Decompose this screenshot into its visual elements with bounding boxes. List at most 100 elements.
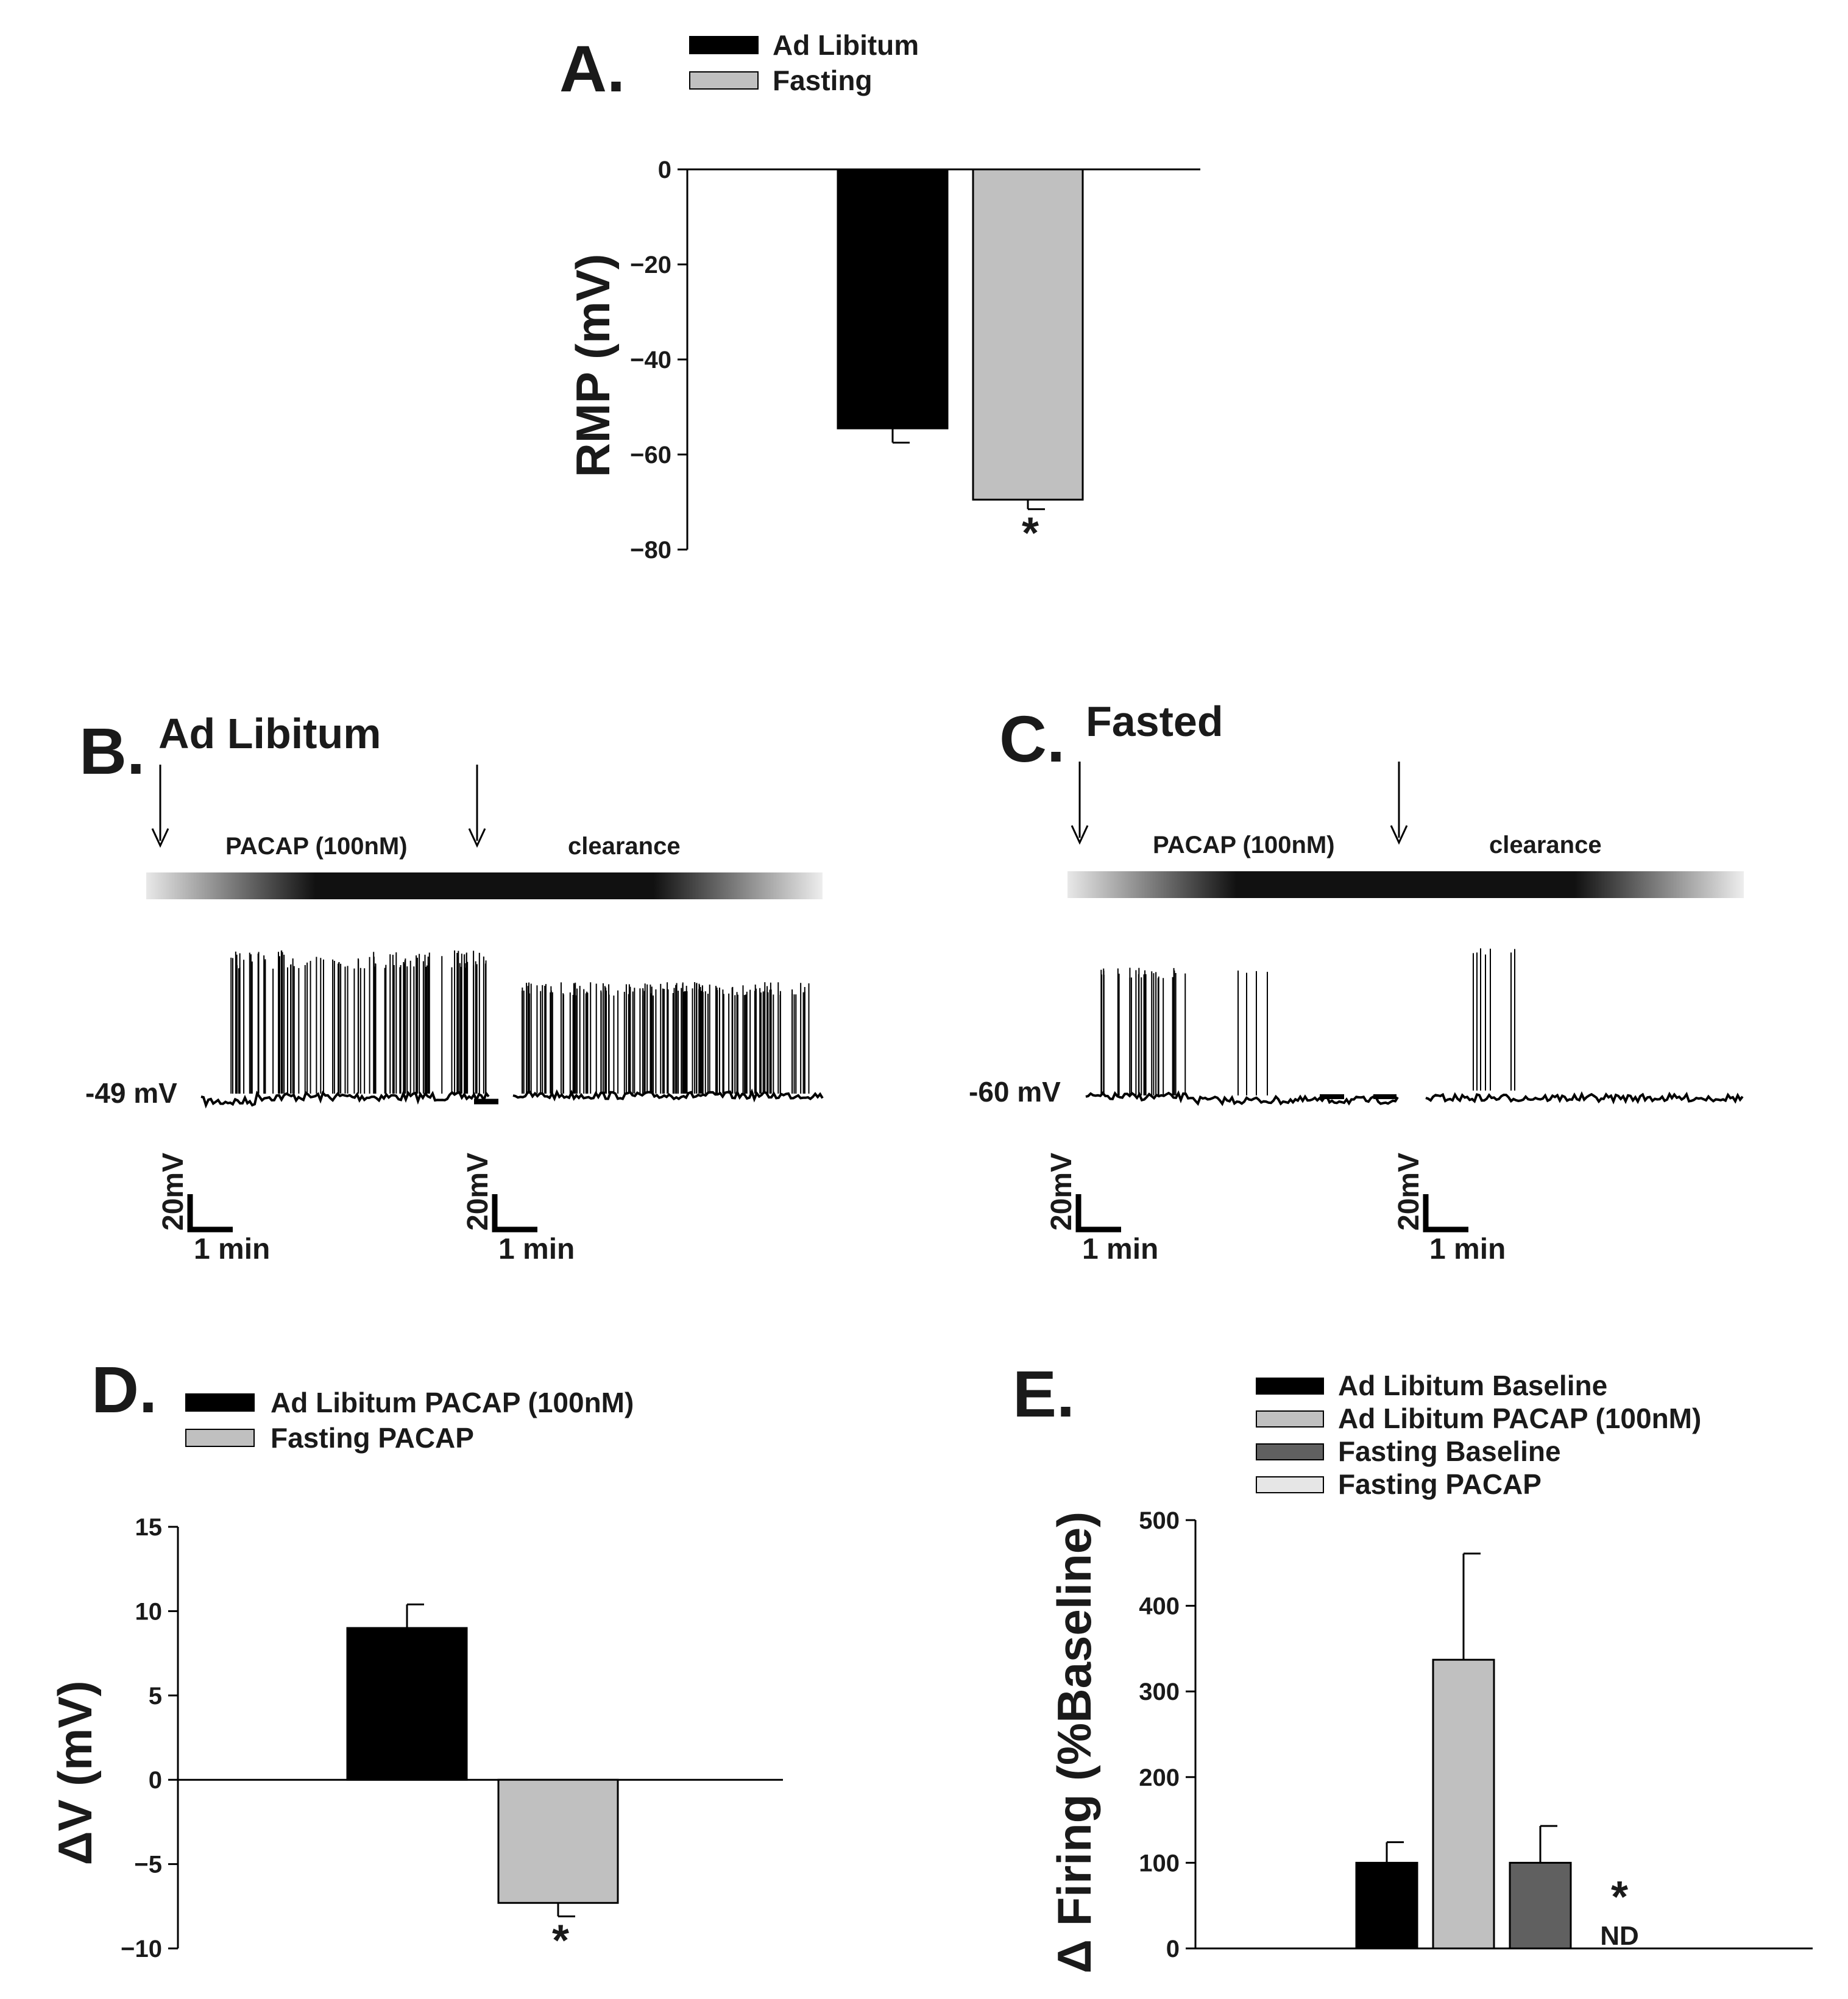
panel-b-spikes-2: [521, 982, 810, 1094]
panel-b-title: Ad Libitum: [158, 710, 381, 757]
legend-swatch-fasting: [689, 71, 759, 90]
panel-b-scale-2-voltage: 20mV: [462, 1153, 494, 1231]
panel-d-y-axis-label: ΔV (mV): [48, 1680, 102, 1865]
bar-fasting: [972, 168, 1084, 501]
legend-swatch-ad-libitum-pacap: [185, 1393, 255, 1412]
panel-c: C. Fasted PACAP (100nM) clearance -60 mV…: [969, 698, 1744, 1265]
panel-b-perfusion-bar: [146, 872, 823, 899]
not-detected-label: ND: [1600, 1921, 1639, 1951]
panel-d-plot: 15 10 5 0 −5 −10 *: [121, 1514, 783, 1965]
panel-b-label: B.: [79, 714, 145, 788]
panel-c-scale-2-voltage: 20mV: [1393, 1153, 1425, 1231]
panel-a-y-axis-label: RMP (mV): [566, 254, 620, 478]
panel-c-scale-1-time: 1 min: [1082, 1233, 1158, 1265]
panel-a-label: A.: [559, 32, 625, 105]
significance-star-fasting-pacap: *: [552, 1916, 569, 1965]
legend-swatch-fasting-pacap: [185, 1429, 255, 1447]
panel-e-y-axis-label: Δ Firing (%Baseline): [1047, 1512, 1101, 1973]
panel-e-legend: Ad Libitum Baseline Ad Libitum PACAP (10…: [1256, 1370, 1701, 1500]
panel-b-drug-label: PACAP (100nM): [225, 833, 408, 860]
bar-fasting-pacap: [497, 1778, 619, 1904]
legend-label-fasting-baseline: Fasting Baseline: [1338, 1435, 1561, 1467]
panel-a-legend: Ad Libitum Fasting: [689, 29, 919, 96]
panel-b-spikes-1: [230, 950, 487, 1094]
bar-ad-libitum-pacap-100nm: [1432, 1658, 1495, 1950]
panel-d: D. Ad Libitum PACAP (100nM) Fasting PACA…: [48, 1353, 783, 1965]
plot-d-tick-label: 5: [149, 1683, 162, 1710]
plot-d-tick-label: 15: [135, 1514, 163, 1541]
panel-b: B. Ad Libitum PACAP (100nM) clearance -4…: [79, 710, 824, 1265]
plot-e-tick-label: 0: [1166, 1936, 1180, 1962]
panel-b-trace-2: [512, 1088, 824, 1103]
panel-c-perfusion-bar: [1067, 871, 1744, 898]
panel-b-scale-bar-2: 20mV 1 min: [462, 1153, 575, 1265]
legend-label-fasting-pacap: Fasting PACAP: [271, 1422, 474, 1454]
panel-b-trace-1: [200, 1090, 490, 1109]
panel-c-title: Fasted: [1086, 698, 1223, 745]
plot-a-tick-label: −40: [630, 347, 671, 373]
panel-b-scale-1-time: 1 min: [194, 1233, 270, 1265]
legend-swatch-ad-libitum-baseline: [1256, 1378, 1324, 1395]
plot-e-tick-label: 300: [1139, 1679, 1180, 1705]
plot-a-tick-label: 0: [658, 157, 671, 183]
panel-c-scale-bar-1: 20mV 1 min: [1046, 1153, 1158, 1265]
plot-e-tick-label: 400: [1139, 1593, 1180, 1620]
plot-e-tick-label: 200: [1139, 1764, 1180, 1791]
bar-ad-libitum-baseline: [1355, 1861, 1418, 1950]
legend-label-fasting-pacap: Fasting PACAP: [1338, 1468, 1542, 1500]
panel-a-plot: 0 −20 −40 −60 −80 *: [630, 157, 1200, 564]
panel-c-trace: [1085, 948, 1744, 1106]
panel-b-arrow-start: [151, 765, 169, 848]
legend-label-fasting: Fasting: [773, 65, 873, 96]
panel-b-arrow-washout: [468, 765, 486, 848]
panel-b-scale-2-time: 1 min: [498, 1233, 575, 1265]
panel-b-scale-1-voltage: 20mV: [157, 1153, 189, 1231]
bar-fasting-baseline: [1509, 1861, 1572, 1950]
plot-d-tick-label: −5: [134, 1852, 162, 1878]
panel-e-label: E.: [1013, 1357, 1075, 1431]
panel-b-scale-bar-1: 20mV 1 min: [157, 1153, 270, 1265]
panel-c-baseline-label: -60 mV: [969, 1076, 1061, 1108]
panel-c-trace-1: [1085, 1090, 1399, 1106]
panel-c-arrow-washout: [1390, 762, 1408, 845]
panel-c-scale-bar-2: 20mV 1 min: [1393, 1153, 1506, 1265]
legend-swatch-ad-libitum: [689, 36, 759, 54]
panel-c-spikes-2: [1473, 948, 1515, 1091]
legend-label-ad-libitum-pacap: Ad Libitum PACAP (100nM): [271, 1387, 634, 1418]
panel-e: E. Ad Libitum Baseline Ad Libitum PACAP …: [1013, 1357, 1813, 1973]
panel-c-scale-1-voltage: 20mV: [1046, 1153, 1078, 1231]
panel-b-clearance-label: clearance: [568, 833, 681, 860]
bar-ad-libitum-pacap-100nm: [346, 1627, 468, 1781]
panel-b-baseline-label: -49 mV: [85, 1077, 177, 1109]
panel-c-arrow-start: [1071, 762, 1089, 845]
plot-d-tick-label: 0: [149, 1767, 162, 1794]
legend-swatch-fasting-baseline: [1256, 1443, 1324, 1460]
panel-e-plot: 500 400 300 200 100 0 *ND: [1139, 1507, 1813, 1962]
panel-c-drug-label: PACAP (100nM): [1153, 832, 1335, 858]
bar-ad-libitum: [837, 168, 949, 430]
significance-star-fasting: *: [1022, 509, 1039, 558]
panel-c-label: C.: [999, 702, 1065, 776]
panel-d-label: D.: [91, 1353, 157, 1426]
plot-e-tick-label: 500: [1139, 1507, 1180, 1534]
panel-d-legend: Ad Libitum PACAP (100nM) Fasting PACAP: [185, 1387, 634, 1454]
plot-e-tick-label: 100: [1139, 1850, 1180, 1877]
panel-b-trace: [200, 950, 824, 1109]
plot-a-tick-label: −20: [630, 252, 671, 278]
panel-c-clearance-label: clearance: [1489, 832, 1602, 858]
legend-label-ad-libitum: Ad Libitum: [773, 29, 919, 61]
plot-d-tick-label: −10: [121, 1936, 162, 1962]
legend-swatch-ad-libitum-pacap: [1256, 1410, 1324, 1428]
panel-c-trace-2: [1425, 1091, 1744, 1105]
legend-label-ad-libitum-baseline: Ad Libitum Baseline: [1338, 1370, 1607, 1401]
panel-c-spikes-1: [1100, 968, 1268, 1095]
significance-star-fasting-pacap: *: [1611, 1873, 1628, 1922]
plot-a-tick-label: −80: [630, 537, 671, 564]
plot-d-tick-label: 10: [135, 1598, 163, 1625]
panel-c-scale-2-time: 1 min: [1429, 1233, 1506, 1265]
legend-label-ad-libitum-pacap: Ad Libitum PACAP (100nM): [1338, 1403, 1701, 1434]
legend-swatch-fasting-pacap: [1256, 1476, 1324, 1493]
panel-a: A. Ad Libitum Fasting RMP (mV) 0 −20 −40 −6…: [559, 29, 1200, 564]
plot-a-tick-label: −60: [630, 442, 671, 469]
